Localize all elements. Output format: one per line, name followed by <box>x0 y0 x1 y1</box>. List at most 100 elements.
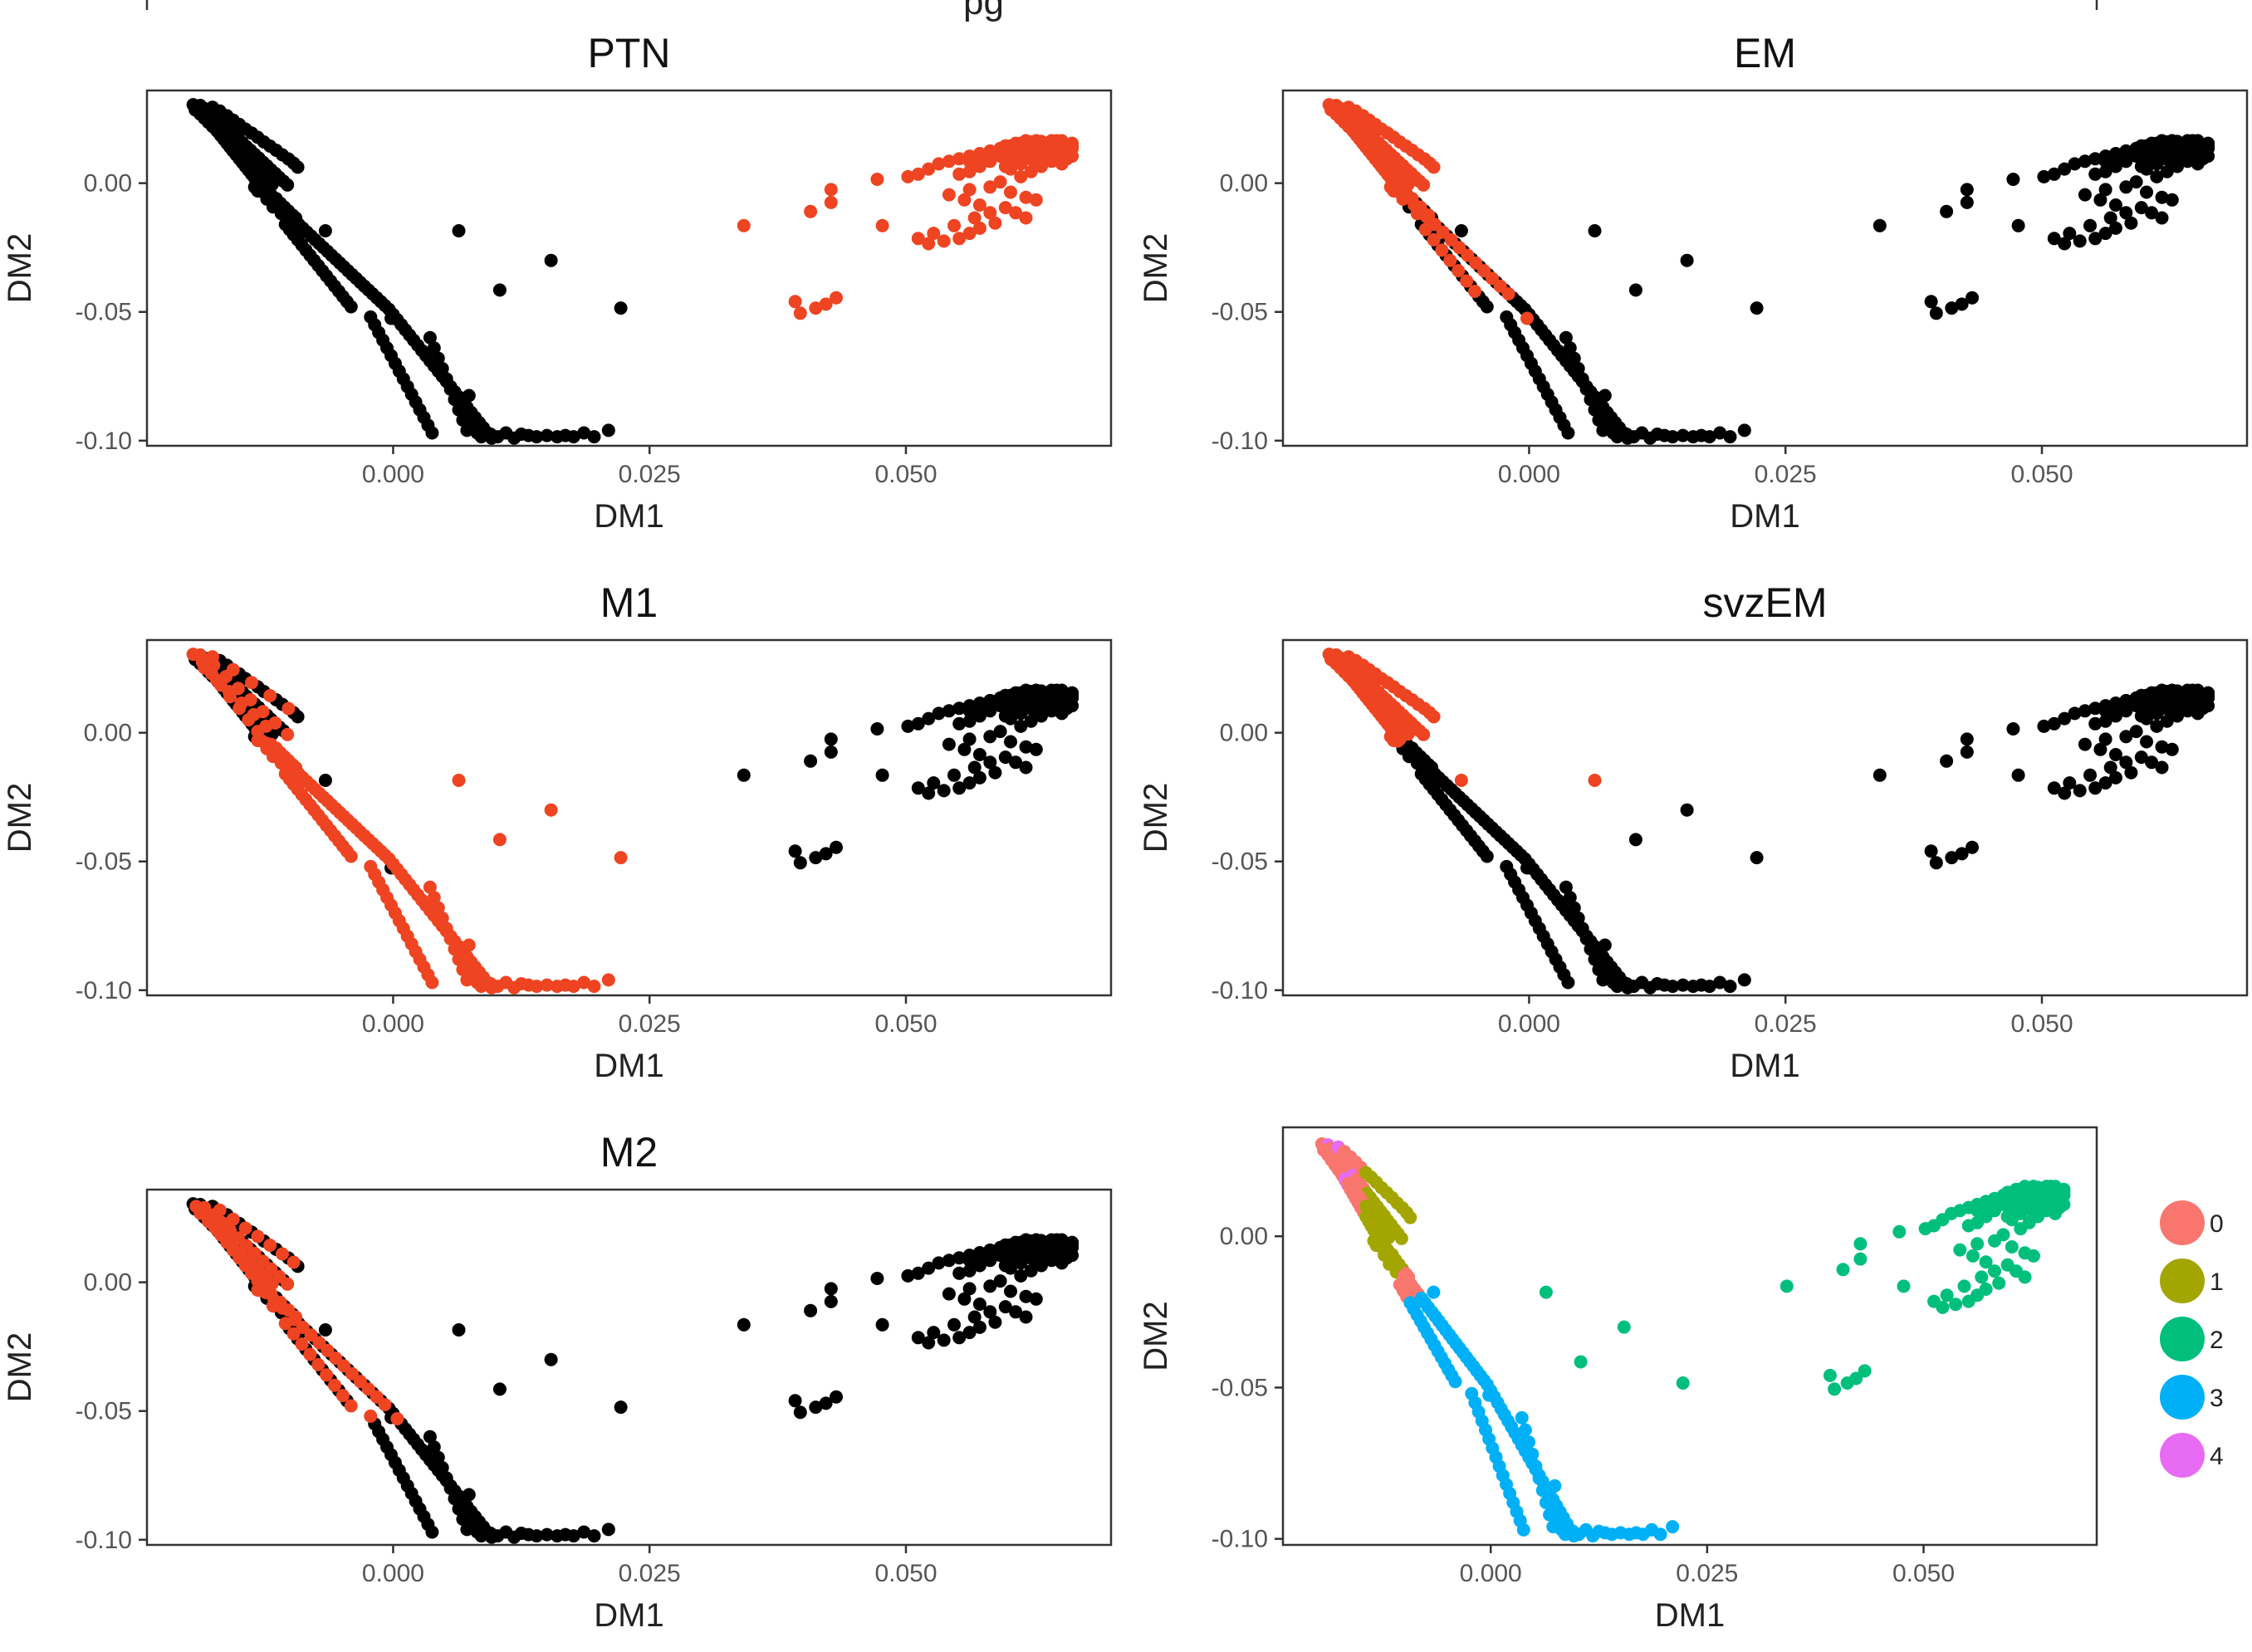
panel-title: EM <box>1734 30 1796 76</box>
data-point <box>932 706 946 721</box>
data-point <box>530 430 544 444</box>
data-point <box>1929 306 1943 320</box>
data-point <box>1019 760 1033 775</box>
data-point <box>1676 978 1690 992</box>
data-point <box>384 311 398 325</box>
data-point <box>1924 844 1938 858</box>
data-point <box>278 1317 292 1331</box>
data-point <box>1539 1496 1553 1509</box>
data-point <box>1468 284 1481 298</box>
data-point <box>2145 704 2159 718</box>
data-point <box>983 755 997 770</box>
data-point <box>431 901 445 915</box>
data-point <box>1418 222 1432 237</box>
data-point <box>245 676 258 690</box>
data-point <box>1966 291 1979 305</box>
data-point <box>988 216 1002 230</box>
data-point <box>2108 770 2122 784</box>
data-point <box>2093 193 2108 207</box>
data-point <box>1750 301 1764 315</box>
data-point <box>2098 714 2112 728</box>
data-point <box>1460 274 1474 288</box>
data-point <box>2103 211 2117 225</box>
data-point <box>1598 938 1612 952</box>
data-point <box>2047 232 2061 246</box>
data-point <box>962 704 977 718</box>
data-point <box>824 183 838 197</box>
data-point <box>2155 134 2169 148</box>
data-point <box>2145 206 2159 220</box>
panel-m2: M2 0.000 0.025 0.050 0.00 -0.05 -0.10 DM1 DM2 <box>2 1129 1113 1634</box>
x-tick-label: 0.050 <box>2010 461 2073 488</box>
data-point <box>830 1390 843 1404</box>
data-point <box>2098 227 2112 241</box>
data-point <box>983 1305 997 1319</box>
data-point <box>1676 1376 1690 1390</box>
data-point <box>452 1323 466 1337</box>
panel-title: M2 <box>600 1129 658 1175</box>
x-tick-label: 0.025 <box>1755 1010 1817 1038</box>
data-point <box>1435 243 1449 257</box>
data-point <box>2176 152 2190 166</box>
x-tick-label: 0.000 <box>1498 461 1560 488</box>
data-point <box>2088 167 2103 181</box>
data-point <box>2134 709 2148 723</box>
data-point <box>222 685 236 698</box>
data-point <box>922 1336 936 1350</box>
data-point <box>266 1299 280 1313</box>
data-point <box>587 980 601 994</box>
data-point <box>983 149 997 164</box>
data-point <box>1924 295 1938 309</box>
data-point <box>2006 173 2020 186</box>
data-point <box>1579 382 1594 396</box>
data-point <box>1417 727 1431 741</box>
y-tick-label: -0.10 <box>76 977 132 1004</box>
data-point <box>587 1529 601 1543</box>
data-point <box>1427 710 1441 724</box>
data-point <box>1019 190 1033 204</box>
x-axis-label: DM1 <box>1730 1048 1799 1084</box>
data-point <box>2018 1270 2032 1284</box>
data-point <box>1666 980 1680 994</box>
data-point <box>993 175 1007 189</box>
legend-key-1 <box>2160 1259 2205 1303</box>
data-point <box>423 1430 437 1444</box>
data-point <box>972 1251 986 1265</box>
y-tick-label: 0.00 <box>84 1269 132 1297</box>
data-point <box>1574 1355 1588 1369</box>
data-point <box>1975 1270 1989 1284</box>
data-point <box>967 211 982 225</box>
data-point <box>328 1378 341 1392</box>
data-point <box>1970 1204 1985 1218</box>
x-tick-label: 0.025 <box>1755 461 1817 488</box>
plot-frame <box>1281 638 2249 997</box>
legend-label: 3 <box>2210 1385 2224 1412</box>
data-point <box>1960 732 1974 746</box>
data-point <box>311 1357 326 1371</box>
data-point <box>952 781 967 795</box>
data-point <box>2108 701 2122 716</box>
data-point <box>2201 139 2215 153</box>
data-point <box>344 1399 358 1413</box>
data-point <box>952 232 967 246</box>
data-point <box>1713 975 1727 990</box>
y-tick-label: 0.00 <box>1220 1223 1268 1250</box>
y-tick-label: 0.00 <box>84 720 132 747</box>
y-tick-label: -0.05 <box>76 1398 132 1425</box>
data-point <box>993 1274 1007 1288</box>
data-point <box>2088 781 2103 795</box>
data-point <box>1009 154 1023 169</box>
data-point <box>911 781 925 795</box>
data-point <box>2186 149 2200 164</box>
data-point <box>870 1272 884 1285</box>
plot-frame <box>1281 89 2249 447</box>
data-point <box>1443 253 1457 267</box>
data-point <box>1401 727 1415 741</box>
data-point <box>2134 159 2148 174</box>
panel-title: svzEM <box>1703 579 1828 626</box>
data-point <box>2124 216 2138 230</box>
data-point <box>2103 760 2117 775</box>
data-point <box>282 701 296 716</box>
data-point <box>2011 218 2025 232</box>
data-point <box>452 224 466 237</box>
